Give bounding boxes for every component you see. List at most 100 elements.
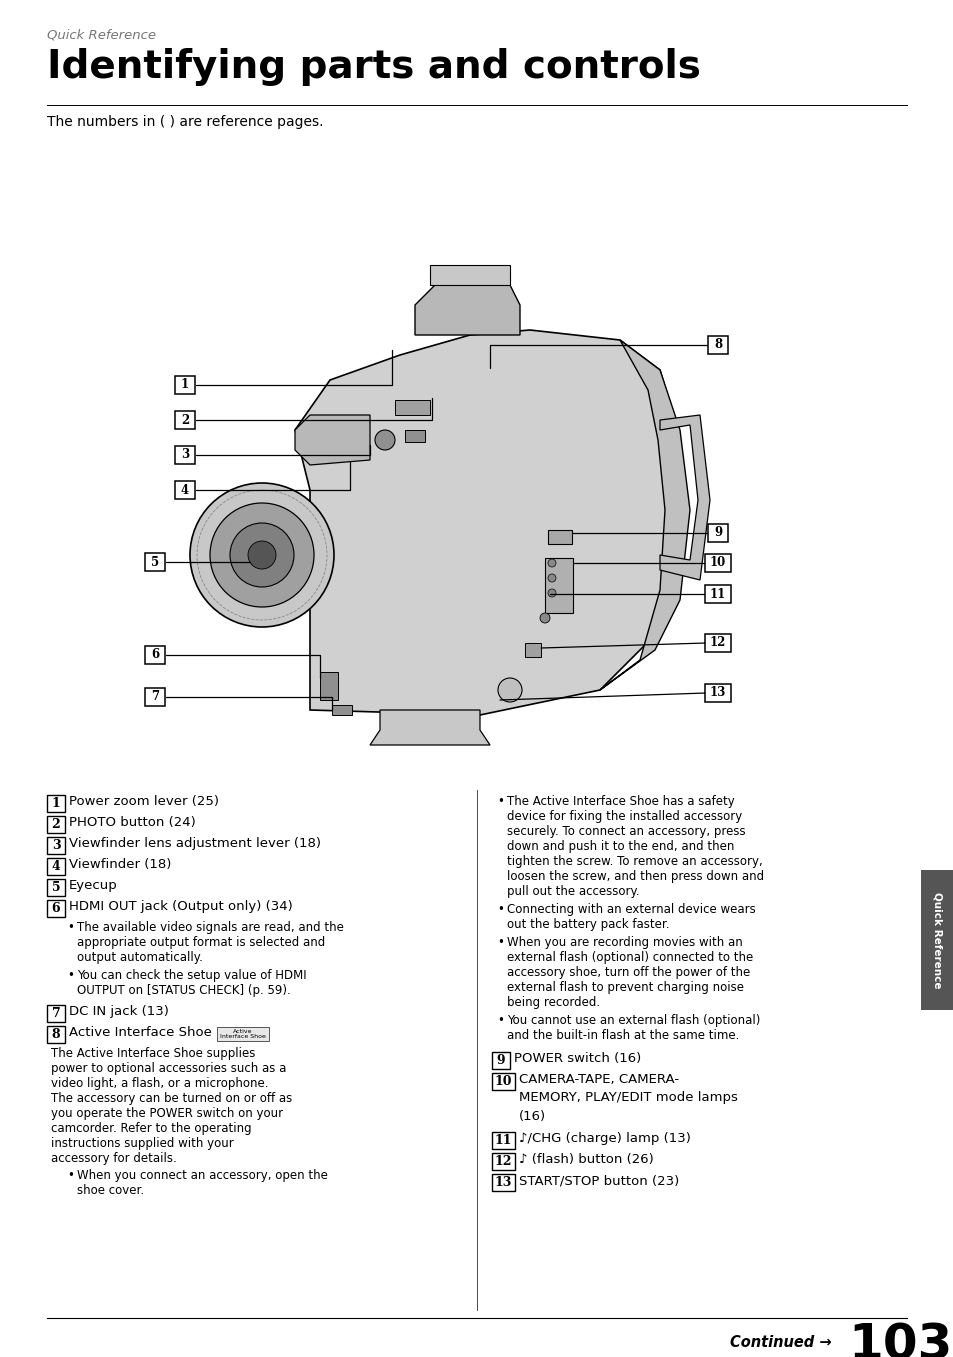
Text: •: •	[67, 969, 73, 982]
Circle shape	[230, 522, 294, 588]
FancyBboxPatch shape	[492, 1073, 515, 1090]
Text: •: •	[67, 921, 73, 934]
Text: PHOTO button (24): PHOTO button (24)	[69, 816, 195, 829]
Text: you operate the POWER switch on your: you operate the POWER switch on your	[51, 1107, 283, 1120]
Text: securely. To connect an accessory, press: securely. To connect an accessory, press	[506, 825, 745, 839]
Text: When you connect an accessory, open the: When you connect an accessory, open the	[77, 1168, 328, 1182]
Text: power to optional accessories such as a: power to optional accessories such as a	[51, 1063, 286, 1075]
FancyBboxPatch shape	[492, 1174, 515, 1191]
Text: Quick Reference: Quick Reference	[47, 28, 156, 41]
Bar	[319, 672, 337, 700]
Text: The accessory can be turned on or off as: The accessory can be turned on or off as	[51, 1092, 292, 1105]
Circle shape	[248, 541, 275, 569]
Text: 10: 10	[709, 556, 725, 570]
Text: external flash (optional) connected to the: external flash (optional) connected to t…	[506, 951, 753, 963]
Text: 5: 5	[51, 881, 60, 894]
FancyBboxPatch shape	[145, 688, 165, 706]
Text: Identifying parts and controls: Identifying parts and controls	[47, 47, 700, 85]
Text: being recorded.: being recorded.	[506, 996, 599, 1010]
Text: and the built-in flash at the same time.: and the built-in flash at the same time.	[506, 1029, 739, 1042]
Text: loosen the screw, and then press down and: loosen the screw, and then press down an…	[506, 870, 763, 883]
FancyBboxPatch shape	[704, 634, 730, 651]
Text: 7: 7	[151, 691, 159, 703]
Bar	[920, 870, 953, 1010]
Text: device for fixing the installed accessory: device for fixing the installed accessor…	[506, 810, 741, 822]
Text: The available video signals are read, and the: The available video signals are read, an…	[77, 921, 343, 934]
Text: tighten the screw. To remove an accessory,: tighten the screw. To remove an accessor…	[506, 855, 762, 868]
Text: 103: 103	[847, 1322, 951, 1357]
Text: output automatically.: output automatically.	[77, 951, 203, 963]
Circle shape	[539, 613, 550, 623]
Bar	[547, 531, 572, 544]
Text: 1: 1	[181, 379, 189, 392]
FancyBboxPatch shape	[174, 411, 194, 429]
Polygon shape	[294, 330, 675, 715]
Text: accessory shoe, turn off the power of the: accessory shoe, turn off the power of th…	[506, 966, 749, 978]
Text: 13: 13	[495, 1177, 512, 1189]
Polygon shape	[370, 710, 490, 745]
FancyBboxPatch shape	[704, 554, 730, 573]
FancyBboxPatch shape	[707, 337, 727, 354]
Text: Continued →: Continued →	[729, 1335, 831, 1350]
Circle shape	[547, 574, 556, 582]
Text: POWER switch (16): POWER switch (16)	[514, 1052, 640, 1065]
Text: 12: 12	[495, 1155, 512, 1168]
Text: You can check the setup value of HDMI: You can check the setup value of HDMI	[77, 969, 306, 982]
Text: 1: 1	[51, 797, 60, 810]
Text: 8: 8	[51, 1029, 60, 1041]
FancyBboxPatch shape	[704, 684, 730, 702]
Bar	[405, 430, 424, 442]
Text: 7: 7	[51, 1007, 60, 1020]
Text: The Active Interface Shoe has a safety: The Active Interface Shoe has a safety	[506, 795, 734, 807]
Text: 9: 9	[713, 527, 721, 540]
Text: out the battery pack faster.: out the battery pack faster.	[506, 917, 669, 931]
FancyBboxPatch shape	[145, 646, 165, 664]
Text: 4: 4	[181, 483, 189, 497]
FancyBboxPatch shape	[492, 1052, 510, 1069]
Circle shape	[190, 483, 334, 627]
FancyBboxPatch shape	[174, 446, 194, 464]
Circle shape	[547, 559, 556, 567]
Text: MEMORY, PLAY/EDIT mode lamps: MEMORY, PLAY/EDIT mode lamps	[518, 1091, 737, 1105]
FancyBboxPatch shape	[47, 858, 65, 875]
Text: The numbers in ( ) are reference pages.: The numbers in ( ) are reference pages.	[47, 115, 323, 129]
Text: DC IN jack (13): DC IN jack (13)	[69, 1006, 169, 1018]
Text: 2: 2	[51, 818, 60, 830]
Text: 12: 12	[709, 636, 725, 650]
Text: Viewfinder lens adjustment lever (18): Viewfinder lens adjustment lever (18)	[69, 837, 320, 849]
Circle shape	[547, 589, 556, 597]
Text: •: •	[497, 902, 503, 916]
Text: 4: 4	[51, 860, 60, 873]
Polygon shape	[659, 415, 709, 579]
Text: video light, a flash, or a microphone.: video light, a flash, or a microphone.	[51, 1077, 268, 1090]
Text: ♪ (flash) button (26): ♪ (flash) button (26)	[518, 1153, 653, 1166]
Polygon shape	[294, 415, 370, 465]
FancyBboxPatch shape	[216, 1027, 269, 1041]
Text: •: •	[497, 1014, 503, 1027]
Text: Power zoom lever (25): Power zoom lever (25)	[69, 795, 219, 807]
Text: pull out the accessory.: pull out the accessory.	[506, 885, 639, 898]
Text: •: •	[67, 1168, 73, 1182]
FancyBboxPatch shape	[145, 554, 165, 571]
Text: Active Interface Shoe: Active Interface Shoe	[69, 1026, 212, 1039]
FancyBboxPatch shape	[492, 1132, 515, 1149]
Bar	[332, 706, 352, 715]
Text: 10: 10	[495, 1075, 512, 1088]
Text: 2: 2	[181, 414, 189, 426]
Text: •: •	[497, 936, 503, 949]
Text: 8: 8	[713, 338, 721, 351]
FancyBboxPatch shape	[47, 795, 65, 811]
Text: Connecting with an external device wears: Connecting with an external device wears	[506, 902, 755, 916]
Text: 9: 9	[497, 1054, 505, 1067]
Text: 3: 3	[51, 839, 60, 852]
Text: camcorder. Refer to the operating: camcorder. Refer to the operating	[51, 1122, 252, 1134]
Text: OUTPUT on [STATUS CHECK] (p. 59).: OUTPUT on [STATUS CHECK] (p. 59).	[77, 984, 291, 997]
Text: (16): (16)	[518, 1110, 545, 1124]
Text: instructions supplied with your: instructions supplied with your	[51, 1137, 233, 1149]
Polygon shape	[395, 400, 430, 415]
Text: Viewfinder (18): Viewfinder (18)	[69, 858, 172, 871]
Text: START/STOP button (23): START/STOP button (23)	[518, 1174, 679, 1187]
Text: You cannot use an external flash (optional): You cannot use an external flash (option…	[506, 1014, 760, 1027]
Text: The Active Interface Shoe supplies: The Active Interface Shoe supplies	[51, 1048, 255, 1060]
Text: ♪/CHG (charge) lamp (13): ♪/CHG (charge) lamp (13)	[518, 1132, 690, 1145]
